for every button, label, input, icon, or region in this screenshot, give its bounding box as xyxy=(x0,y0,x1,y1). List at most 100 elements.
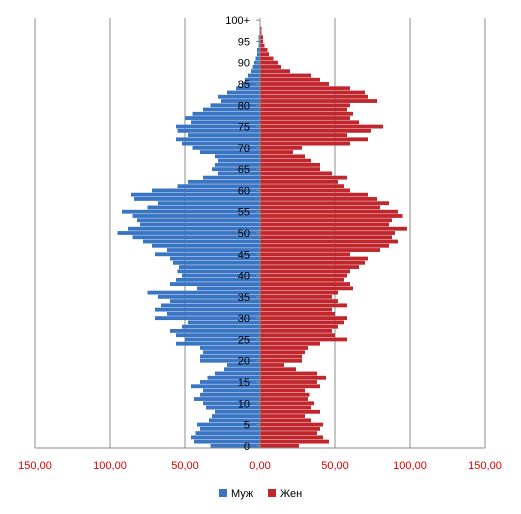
bar-female-age-20 xyxy=(260,358,302,363)
bar-male-age-8 xyxy=(215,409,260,414)
bar-male-age-28 xyxy=(182,324,260,329)
bar-male-age-71 xyxy=(182,141,260,146)
y-tick-label-1: 5 xyxy=(244,420,250,432)
bar-male-age-16 xyxy=(207,375,260,380)
bar-female-age-1 xyxy=(260,439,329,444)
bar-male-age-36 xyxy=(147,290,260,295)
axes xyxy=(35,18,485,449)
tick-labels: 0 5 10 15 20 25 30 35 40 45 50 55 60 65 70 75 80 85 90 95 10… xyxy=(18,15,502,472)
bar-female-age-21 xyxy=(260,354,302,359)
bar-male-age-73 xyxy=(188,133,260,137)
bar-female-age-60 xyxy=(260,188,350,193)
bar-male-age-31 xyxy=(167,311,260,316)
bar-female-age-46 xyxy=(260,248,380,252)
y-tick-label-15: 75 xyxy=(238,122,250,134)
bar-male-age-7 xyxy=(212,414,260,418)
bar-female-age-89 xyxy=(260,65,281,69)
bar-female-age-51 xyxy=(260,226,407,231)
bar-female-age-68 xyxy=(260,154,305,159)
bar-male-age-0 xyxy=(210,443,260,448)
y-tick-label-4: 20 xyxy=(238,356,250,368)
bar-male-age-46 xyxy=(167,248,260,252)
bar-female-age-80 xyxy=(260,103,350,108)
bar-male-age-38 xyxy=(170,282,260,287)
bar-female-age-37 xyxy=(260,286,353,291)
y-tick-label-5: 25 xyxy=(238,334,250,346)
bar-female-age-98 xyxy=(260,26,262,31)
bar-male-age-78 xyxy=(192,111,260,116)
bar-male-age-89 xyxy=(252,65,260,69)
bar-female-age-63 xyxy=(260,175,347,180)
bar-male-age-56 xyxy=(147,205,260,210)
bar-female-age-64 xyxy=(260,171,332,176)
bar-male-age-92 xyxy=(257,52,260,57)
bar-female-age-77 xyxy=(260,116,350,120)
bar-female-age-44 xyxy=(260,256,368,261)
bar-female-age-38 xyxy=(260,282,350,287)
bar-female-age-17 xyxy=(260,371,317,376)
bar-female-age-41 xyxy=(260,269,350,274)
bar-male-age-18 xyxy=(224,367,260,372)
bar-male-age-11 xyxy=(194,397,260,401)
bar-female-age-31 xyxy=(260,311,335,316)
bar-female-age-50 xyxy=(260,231,395,235)
bar-male-age-52 xyxy=(140,222,260,227)
legend-label-0: Муж xyxy=(231,488,254,500)
bar-male-age-54 xyxy=(132,214,260,218)
x-tick-label-5: 100,00 xyxy=(393,460,427,472)
bar-male-age-14 xyxy=(191,384,260,389)
bar-male-age-63 xyxy=(203,175,260,180)
bar-male-age-69 xyxy=(200,150,260,155)
bar-female-age-93 xyxy=(260,48,268,52)
bar-male-age-62 xyxy=(188,179,260,184)
bar-male-age-21 xyxy=(200,354,260,359)
bar-female-age-15 xyxy=(260,380,317,384)
bar-male-age-53 xyxy=(137,218,260,223)
y-tick-label-8: 40 xyxy=(238,271,250,283)
bar-female-age-16 xyxy=(260,375,326,380)
y-tick-label-11: 55 xyxy=(238,207,250,219)
bar-male-age-23 xyxy=(200,346,260,350)
bar-male-age-87 xyxy=(248,73,260,78)
bar-male-age-57 xyxy=(158,201,260,206)
bar-female-age-85 xyxy=(260,82,329,86)
bar-female-age-29 xyxy=(260,320,344,325)
bar-male-age-19 xyxy=(227,363,260,367)
bar-female-age-84 xyxy=(260,86,350,91)
bar-female-age-5 xyxy=(260,422,323,427)
bar-male-age-4 xyxy=(200,426,260,431)
bar-female-age-9 xyxy=(260,405,311,410)
bar-female-age-8 xyxy=(260,409,320,414)
bar-female-age-91 xyxy=(260,56,274,61)
bar-male-age-35 xyxy=(158,294,260,299)
y-tick-label-14: 70 xyxy=(238,143,250,155)
bar-male-age-58 xyxy=(134,197,260,201)
bar-female-age-95 xyxy=(260,39,263,44)
bar-male-age-6 xyxy=(209,418,260,423)
bar-male-age-65 xyxy=(212,167,260,172)
bar-male-age-66 xyxy=(215,162,260,167)
bar-female-age-12 xyxy=(260,392,310,397)
bar-male-age-25 xyxy=(185,337,260,342)
bar-female-age-35 xyxy=(260,294,332,299)
y-tick-label-20: 100+ xyxy=(225,15,250,27)
bar-female-age-54 xyxy=(260,214,403,218)
bar-female-age-39 xyxy=(260,277,344,282)
bar-female-age-10 xyxy=(260,401,314,406)
bar-male-age-42 xyxy=(179,265,260,269)
bar-male-age-17 xyxy=(215,371,260,376)
bar-male-age-88 xyxy=(251,69,260,74)
bar-male-age-20 xyxy=(200,358,260,363)
bar-female-age-62 xyxy=(260,179,338,184)
bar-male-age-40 xyxy=(182,273,260,278)
bar-female-age-45 xyxy=(260,252,350,257)
bar-female-age-30 xyxy=(260,316,347,321)
x-tick-label-1: 100,00 xyxy=(93,460,127,472)
bar-male-age-48 xyxy=(143,239,260,244)
y-tick-label-18: 90 xyxy=(238,58,250,70)
bar-female-age-58 xyxy=(260,197,377,201)
bar-male-age-59 xyxy=(131,192,260,197)
bar-female-age-52 xyxy=(260,222,389,227)
